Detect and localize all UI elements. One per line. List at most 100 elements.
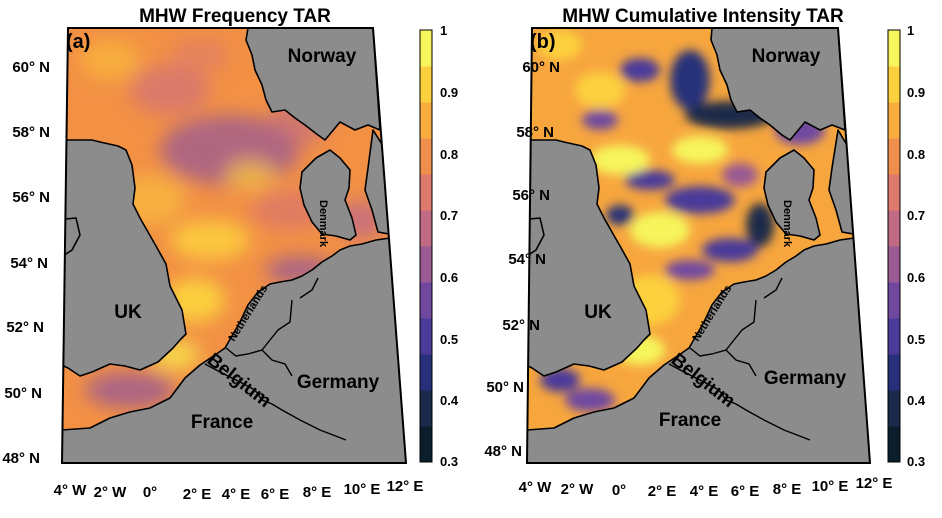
lat-label: 58° N [516, 124, 554, 141]
ireland-land-a [62, 217, 81, 259]
denmark-land-a [299, 149, 357, 241]
colorbar-band [420, 282, 432, 319]
lon-label: 2° W [94, 484, 128, 501]
colorbar-tick: 0.3 [907, 454, 925, 469]
colorbar-band [420, 426, 432, 463]
lon-label: 4° E [690, 483, 719, 500]
colorbar-band [420, 30, 432, 67]
colorbar-band [420, 138, 432, 175]
continent-land-b [527, 235, 870, 463]
label-germany-a: Germany [297, 372, 380, 393]
colorbar-band [888, 138, 900, 175]
colorbar-tick: 1 [440, 23, 447, 38]
lat-label: 52° N [502, 317, 540, 334]
colorbar-frame-a [419, 29, 433, 463]
label-france-a: France [191, 412, 253, 433]
colorbar-tick: 0.7 [440, 208, 458, 223]
lat-label: 50° N [486, 379, 524, 396]
colorbar-band [420, 318, 432, 355]
label-norway-b: Norway [752, 46, 821, 67]
colorbar-band [888, 174, 900, 211]
lon-labels-b: 4° W 2° W 0° 2° E 4° E 6° E 8° E 10° E 1… [519, 475, 893, 500]
colorbar-band [888, 390, 900, 427]
colorbar-b: 1 0.9 0.8 0.7 0.6 0.5 0.4 0.3 [887, 23, 926, 469]
label-germany-b: Germany [764, 368, 847, 389]
colorbar-tick: 0.3 [440, 454, 458, 469]
panel-title-b: MHW Cumulative Intensity TAR [562, 6, 844, 27]
colorbar-tick: 0.5 [440, 332, 458, 347]
uk-land-a [62, 139, 187, 377]
lon-labels-a: 4° W 2° W 0° 2° E 4° E 6° E 8° E 10° E 1… [54, 478, 424, 503]
lat-label: 50° N [4, 385, 42, 402]
label-uk-b: UK [584, 302, 612, 323]
lat-label: 52° N [6, 319, 44, 336]
ireland-land-b [527, 217, 545, 259]
borders-b [668, 277, 811, 441]
lat-label: 54° N [508, 251, 546, 268]
colorbar-band [888, 102, 900, 139]
colorbar-a: 1 0.9 0.8 0.7 0.6 0.5 0.4 0.3 [419, 23, 459, 469]
lon-label: 0° [612, 482, 626, 499]
lat-label: 60° N [12, 59, 50, 76]
colorbar-tick: 0.9 [440, 85, 458, 100]
colorbar-band [420, 354, 432, 391]
label-france-b: France [659, 410, 721, 431]
norway-land-a [245, 28, 381, 141]
lat-labels-b: 60° N 58° N 56° N 54° N 52° N 50° N 48° … [484, 59, 560, 460]
lon-label: 2° E [183, 486, 212, 503]
colorbar-tick: 0.5 [907, 332, 925, 347]
colorbar-band [420, 102, 432, 139]
colorbar-band [420, 210, 432, 247]
denmark-land-b [763, 149, 821, 241]
lon-label: 0° [143, 484, 157, 501]
colorbar-band [888, 66, 900, 103]
panel-b: MHW Cumulative Intensity TAR (b) Norway … [484, 6, 926, 500]
norway-land-b [710, 28, 846, 141]
label-uk-a: UK [114, 302, 142, 323]
label-denmark-b: Denmark [781, 200, 793, 248]
lon-label: 8° E [773, 481, 802, 498]
lat-label: 56° N [12, 189, 50, 206]
panel-a: MHW Frequency TAR (a) Norway UK Denmark … [2, 6, 459, 503]
colorbar-band [420, 66, 432, 103]
lon-label: 12° E [387, 478, 424, 495]
colorbar-tick: 1 [907, 23, 914, 38]
colorbar-frame-b [887, 29, 901, 463]
label-norway-a: Norway [288, 46, 357, 67]
panel-label-b: (b) [530, 31, 556, 53]
colorbar-band [888, 318, 900, 355]
lon-label: 6° E [261, 486, 290, 503]
label-denmark-a: Denmark [317, 200, 329, 248]
lat-label: 58° N [12, 124, 50, 141]
colorbar-band [888, 426, 900, 463]
uk-land-b [527, 139, 651, 377]
lat-label: 60° N [522, 59, 560, 76]
map-frame-a [60, 27, 408, 464]
panel-title-a: MHW Frequency TAR [139, 6, 331, 27]
colorbar-tick: 0.8 [440, 147, 458, 162]
land-b [527, 28, 870, 463]
colorbar-band [888, 246, 900, 283]
lon-label: 4° E [222, 486, 251, 503]
colorbar-tick: 0.4 [907, 393, 926, 408]
lat-label: 48° N [484, 443, 522, 460]
lat-label: 56° N [512, 187, 550, 204]
map-area-b [527, 28, 870, 463]
colorbar-tick: 0.7 [907, 208, 925, 223]
lat-label: 48° N [2, 450, 40, 467]
lon-label: 12° E [856, 475, 893, 492]
map-area-a [62, 28, 406, 463]
lon-label: 6° E [731, 483, 760, 500]
continent-land-a [62, 235, 406, 463]
borders-a [204, 277, 347, 441]
lon-label: 10° E [812, 478, 849, 495]
lon-label: 8° E [303, 484, 332, 501]
colorbar-band [888, 282, 900, 319]
colorbar-band [420, 390, 432, 427]
colorbar-tick: 0.9 [907, 85, 925, 100]
lon-label: 2° W [561, 481, 595, 498]
colorbar-tick: 0.8 [907, 147, 925, 162]
panel-label-a: (a) [66, 31, 90, 53]
land-a [62, 28, 406, 463]
colorbar-band [420, 174, 432, 211]
